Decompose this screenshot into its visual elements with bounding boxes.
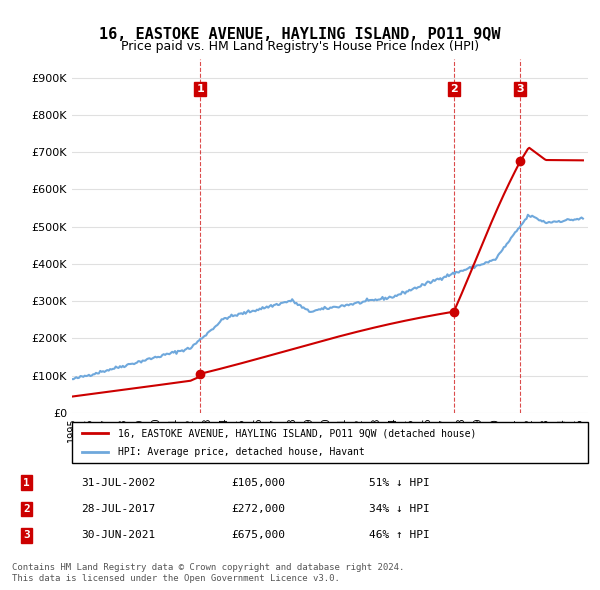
Text: Price paid vs. HM Land Registry's House Price Index (HPI): Price paid vs. HM Land Registry's House …	[121, 40, 479, 53]
Text: 16, EASTOKE AVENUE, HAYLING ISLAND, PO11 9QW: 16, EASTOKE AVENUE, HAYLING ISLAND, PO11…	[99, 27, 501, 41]
Text: 2: 2	[23, 504, 30, 514]
Text: 1: 1	[23, 478, 30, 487]
Text: 1: 1	[196, 84, 204, 94]
Text: 46% ↑ HPI: 46% ↑ HPI	[369, 530, 430, 540]
Text: 2: 2	[450, 84, 458, 94]
Text: 16, EASTOKE AVENUE, HAYLING ISLAND, PO11 9QW (detached house): 16, EASTOKE AVENUE, HAYLING ISLAND, PO11…	[118, 428, 477, 438]
Text: 30-JUN-2021: 30-JUN-2021	[81, 530, 155, 540]
Text: 3: 3	[23, 530, 30, 540]
Text: 28-JUL-2017: 28-JUL-2017	[81, 504, 155, 514]
Text: £105,000: £105,000	[231, 478, 285, 487]
Text: 34% ↓ HPI: 34% ↓ HPI	[369, 504, 430, 514]
Text: £272,000: £272,000	[231, 504, 285, 514]
FancyBboxPatch shape	[72, 422, 588, 463]
Text: Contains HM Land Registry data © Crown copyright and database right 2024.
This d: Contains HM Land Registry data © Crown c…	[12, 563, 404, 583]
Text: 31-JUL-2002: 31-JUL-2002	[81, 478, 155, 487]
Text: 3: 3	[517, 84, 524, 94]
Text: 51% ↓ HPI: 51% ↓ HPI	[369, 478, 430, 487]
Text: HPI: Average price, detached house, Havant: HPI: Average price, detached house, Hava…	[118, 447, 365, 457]
Text: £675,000: £675,000	[231, 530, 285, 540]
